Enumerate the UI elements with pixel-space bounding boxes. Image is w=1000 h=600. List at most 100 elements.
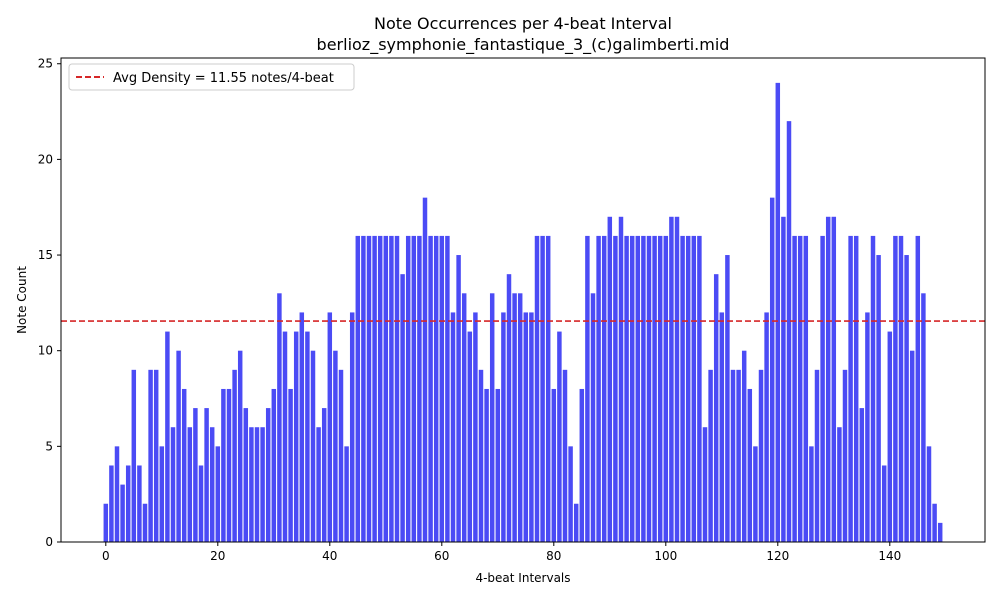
bars-group — [103, 82, 943, 543]
bar — [579, 388, 585, 542]
bar — [753, 446, 758, 542]
bar — [585, 235, 590, 542]
bar — [282, 331, 288, 542]
bar — [601, 235, 607, 542]
y-tick-label: 5 — [45, 439, 53, 453]
bar — [713, 274, 719, 542]
bar — [568, 446, 573, 542]
bar — [310, 350, 316, 542]
bar — [243, 408, 249, 542]
bar — [747, 388, 753, 542]
bar — [691, 235, 697, 542]
bar — [501, 312, 506, 542]
bar — [461, 293, 467, 542]
bar — [876, 255, 881, 543]
bar — [730, 369, 736, 542]
x-tick-label: 60 — [434, 549, 449, 563]
bar — [562, 369, 568, 542]
bar — [271, 388, 277, 542]
bar — [209, 427, 215, 542]
bar — [148, 369, 153, 542]
x-axis-label: 4-beat Intervals — [475, 571, 570, 585]
bar — [142, 503, 148, 542]
bar — [613, 235, 618, 542]
bar — [652, 235, 657, 542]
chart-title: Note Occurrences per 4-beat Interval — [374, 14, 672, 33]
bar — [870, 235, 876, 542]
x-tick-label: 140 — [878, 549, 901, 563]
bar — [377, 235, 383, 542]
bar — [153, 369, 159, 542]
bar — [137, 465, 142, 542]
y-tick-label: 10 — [38, 344, 53, 358]
bar — [775, 82, 781, 543]
bar — [820, 235, 825, 542]
bar — [120, 484, 125, 542]
bar — [361, 235, 366, 542]
bar — [193, 408, 198, 542]
bar — [489, 293, 495, 542]
bar — [596, 235, 601, 542]
chart-subtitle: berlioz_symphonie_fantastique_3_(c)galim… — [317, 35, 730, 55]
bar — [215, 446, 221, 542]
bar — [299, 312, 305, 542]
bar — [333, 350, 338, 542]
bar — [506, 274, 512, 542]
bar — [641, 235, 646, 542]
bar — [254, 427, 260, 542]
bar — [741, 350, 747, 542]
x-tick-label: 120 — [766, 549, 789, 563]
bar — [893, 235, 898, 542]
bar — [529, 312, 534, 542]
x-axis-ticks: 0 20 40 60 80 100 120 140 — [102, 542, 901, 563]
bar — [221, 388, 226, 542]
bar — [781, 216, 786, 542]
bar — [433, 235, 439, 542]
bar — [181, 388, 187, 542]
bar — [176, 350, 181, 542]
bar — [680, 235, 685, 542]
bar — [232, 369, 237, 542]
legend-box — [68, 63, 355, 91]
bar — [450, 312, 456, 542]
bar — [198, 465, 204, 542]
bar — [265, 408, 271, 542]
bar — [932, 503, 937, 542]
bar — [881, 465, 887, 542]
bar — [159, 446, 165, 542]
bar — [607, 216, 613, 542]
bar — [170, 427, 176, 542]
bar — [685, 235, 691, 542]
bar — [389, 235, 394, 542]
legend-label: Avg Density = 11.55 notes/4-beat — [113, 71, 334, 86]
bar — [887, 331, 893, 542]
bar — [187, 427, 193, 542]
bar — [725, 255, 730, 543]
bar — [109, 465, 114, 542]
bar — [405, 235, 411, 542]
x-tick-label: 80 — [546, 549, 561, 563]
bar — [708, 369, 713, 542]
bar — [618, 216, 624, 542]
bar — [814, 369, 820, 542]
bar — [803, 235, 809, 542]
plot-frame — [60, 57, 986, 543]
bar — [366, 235, 372, 542]
x-tick-label: 40 — [322, 549, 337, 563]
bar — [736, 369, 741, 542]
bar — [702, 427, 708, 542]
bar — [657, 235, 663, 542]
y-tick-label: 15 — [38, 248, 53, 262]
bar — [473, 312, 478, 542]
bar — [512, 293, 517, 542]
bar — [909, 350, 915, 542]
bar — [445, 235, 450, 542]
bar — [338, 369, 344, 542]
bar — [422, 197, 428, 542]
bar — [467, 331, 473, 542]
bar — [226, 388, 232, 542]
bar — [646, 235, 652, 542]
bar — [305, 331, 310, 542]
bar — [103, 503, 109, 542]
